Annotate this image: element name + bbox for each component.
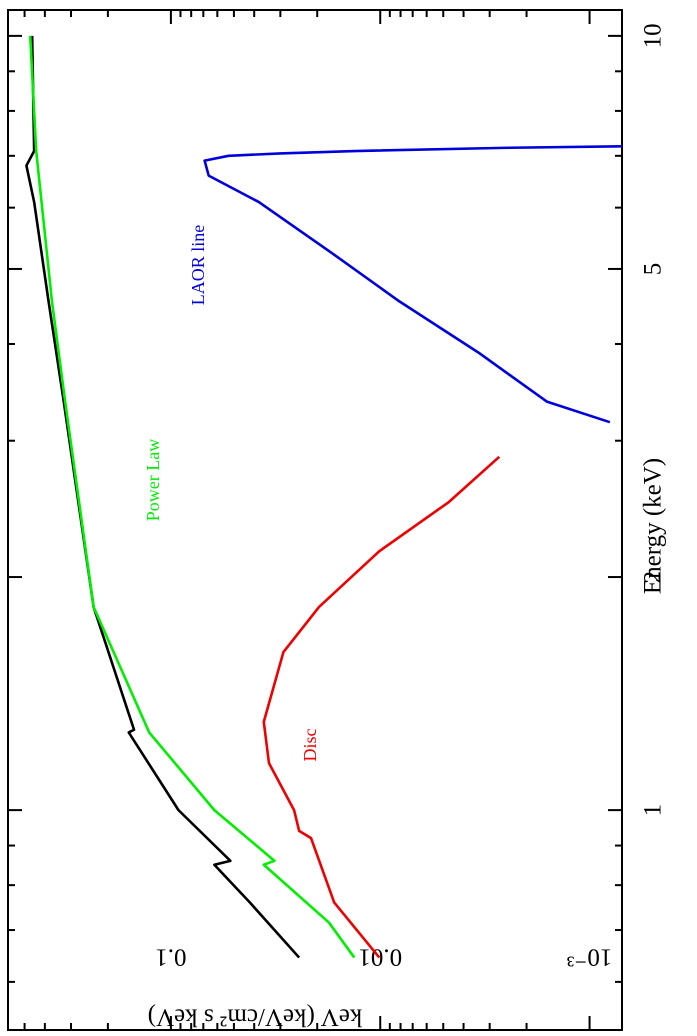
plot-frame xyxy=(7,9,623,1031)
series-line xyxy=(25,35,301,959)
y-tick-label: 10⁻³ xyxy=(566,943,612,970)
x-axis-title: Energy (keV) xyxy=(640,458,667,594)
x-tick-label: 1 xyxy=(640,804,667,817)
series-label: Disc xyxy=(300,728,320,761)
series-line xyxy=(28,35,356,959)
y-tick-label: 0.1 xyxy=(155,943,186,970)
x-tick-label: 2 xyxy=(640,571,667,584)
series-label: Power Law xyxy=(143,439,163,521)
series-line xyxy=(262,455,501,959)
series-line xyxy=(203,145,623,424)
x-tick-label: 10 xyxy=(640,23,667,48)
rotated-plot: Energy (keV) keV (keV/cm² s keV) 1251010… xyxy=(7,9,667,1031)
x-tick-label: 5 xyxy=(640,263,667,276)
series-label: LAOR line xyxy=(188,225,208,306)
